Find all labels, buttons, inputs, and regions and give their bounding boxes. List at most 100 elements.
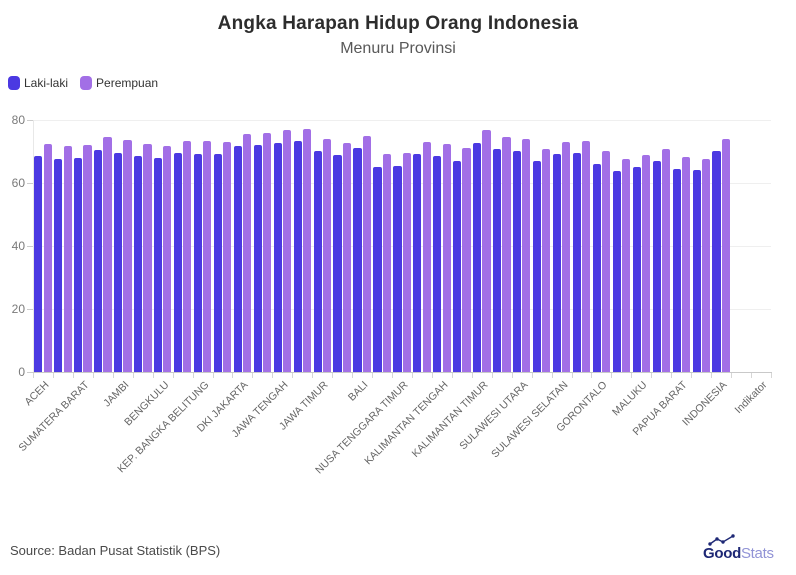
bar-laki-laki[interactable] (473, 142, 482, 372)
bar-perempuan[interactable] (402, 153, 411, 372)
x-axis-tick (332, 373, 334, 378)
bar-laki-laki[interactable] (493, 148, 502, 372)
gridline (33, 245, 771, 247)
x-axis-tick (192, 373, 194, 378)
bar-perempuan[interactable] (602, 151, 611, 372)
bar-perempuan[interactable] (83, 145, 92, 372)
x-axis-tick (212, 373, 214, 378)
bar-perempuan[interactable] (282, 130, 292, 372)
x-axis-tick (471, 373, 473, 378)
bar-perempuan[interactable] (382, 154, 391, 372)
bar-laki-laki[interactable] (173, 152, 183, 372)
y-axis-tick-label: 60 (11, 175, 25, 190)
laki-laki-swatch-icon (8, 76, 20, 90)
bar-laki-laki[interactable] (313, 151, 322, 372)
bar-laki-laki[interactable] (233, 146, 242, 372)
bar-laki-laki[interactable] (552, 154, 562, 372)
bar-laki-laki[interactable] (592, 163, 601, 372)
bar-laki-laki[interactable] (413, 154, 422, 372)
y-axis-tick-label: 40 (11, 238, 25, 253)
x-axis-label: Indikator (732, 379, 770, 416)
bar-perempuan[interactable] (701, 158, 710, 372)
x-axis-line (33, 372, 772, 373)
bar-laki-laki[interactable] (433, 156, 442, 372)
bar-perempuan[interactable] (163, 145, 172, 372)
bar-laki-laki[interactable] (373, 166, 382, 372)
bar-laki-laki[interactable] (114, 152, 123, 372)
bar-perempuan[interactable] (63, 146, 72, 372)
bar-laki-laki[interactable] (293, 140, 302, 372)
legend-item-perempuan[interactable]: Perempuan (80, 76, 158, 90)
bar-perempuan[interactable] (681, 157, 691, 372)
bar-perempuan[interactable] (622, 158, 631, 372)
bar-laki-laki[interactable] (134, 155, 143, 372)
logo-text: GoodStats (703, 545, 774, 562)
bar-perempuan[interactable] (542, 148, 551, 372)
x-axis-tick (372, 373, 374, 378)
bar-laki-laki[interactable] (94, 149, 103, 372)
y-axis-tick-label: 80 (11, 112, 25, 127)
bar-laki-laki[interactable] (393, 165, 402, 372)
x-axis-tick (651, 373, 653, 378)
y-axis-tick (27, 182, 33, 184)
bar-perempuan[interactable] (422, 141, 431, 372)
bar-laki-laki[interactable] (453, 160, 462, 372)
bar-perempuan[interactable] (482, 130, 491, 372)
bar-laki-laki[interactable] (632, 167, 641, 372)
legend-item-laki-laki[interactable]: Laki-laki (8, 76, 68, 90)
bar-laki-laki[interactable] (692, 170, 701, 372)
bar-laki-laki[interactable] (572, 153, 582, 372)
bar-perempuan[interactable] (641, 154, 651, 372)
bar-laki-laki[interactable] (153, 158, 163, 372)
bar-perempuan[interactable] (123, 140, 132, 372)
x-axis-label: BALI (345, 379, 371, 404)
bar-perempuan[interactable] (223, 141, 232, 372)
bar-perempuan[interactable] (243, 134, 252, 372)
bar-laki-laki[interactable] (54, 158, 63, 372)
bar-perempuan[interactable] (462, 147, 471, 372)
goodstats-logo: GoodStats (703, 534, 774, 563)
bar-perempuan[interactable] (582, 140, 591, 372)
x-axis-label: JAWA TENGAH (229, 379, 291, 441)
bar-perempuan[interactable] (183, 140, 192, 372)
bar-laki-laki[interactable] (213, 153, 222, 372)
x-axis-label: JAWA TIMUR (277, 379, 331, 433)
bar-perempuan[interactable] (143, 143, 152, 372)
bar-laki-laki[interactable] (712, 151, 721, 372)
x-axis-tick (731, 373, 733, 378)
bar-perempuan[interactable] (43, 143, 52, 372)
bar-perempuan[interactable] (502, 136, 511, 372)
bar-perempuan[interactable] (103, 137, 112, 372)
bar-perempuan[interactable] (562, 141, 571, 372)
bar-perempuan[interactable] (322, 139, 332, 372)
bar-perempuan[interactable] (661, 148, 671, 372)
bar-laki-laki[interactable] (612, 171, 621, 372)
x-axis-tick (152, 373, 154, 378)
bar-laki-laki[interactable] (652, 160, 661, 372)
x-axis-label: NUSA TENGGARA TIMUR (313, 379, 411, 477)
bar-perempuan[interactable] (721, 139, 730, 372)
bar-laki-laki[interactable] (672, 169, 681, 372)
bar-laki-laki[interactable] (513, 151, 522, 372)
bar-laki-laki[interactable] (333, 155, 342, 372)
bar-laki-laki[interactable] (353, 148, 362, 372)
bar-laki-laki[interactable] (34, 156, 43, 372)
bar-perempuan[interactable] (203, 141, 212, 372)
y-axis-tick (27, 119, 33, 121)
x-axis-label: PAPUA BARAT (630, 379, 690, 438)
bar-laki-laki[interactable] (273, 142, 282, 372)
bar-perempuan[interactable] (362, 135, 371, 372)
y-axis-tick (27, 372, 33, 373)
bar-perempuan[interactable] (302, 128, 312, 372)
bar-laki-laki[interactable] (253, 145, 262, 372)
x-axis-tick (551, 373, 553, 378)
bar-perempuan[interactable] (263, 133, 272, 372)
bar-perempuan[interactable] (342, 143, 351, 372)
bar-laki-laki[interactable] (74, 157, 83, 372)
bar-perempuan[interactable] (442, 143, 451, 372)
bar-laki-laki[interactable] (532, 161, 542, 372)
bar-perempuan[interactable] (522, 138, 531, 372)
x-axis-tick (52, 373, 54, 378)
bar-laki-laki[interactable] (193, 153, 203, 372)
y-axis-tick-label: 0 (18, 365, 25, 379)
